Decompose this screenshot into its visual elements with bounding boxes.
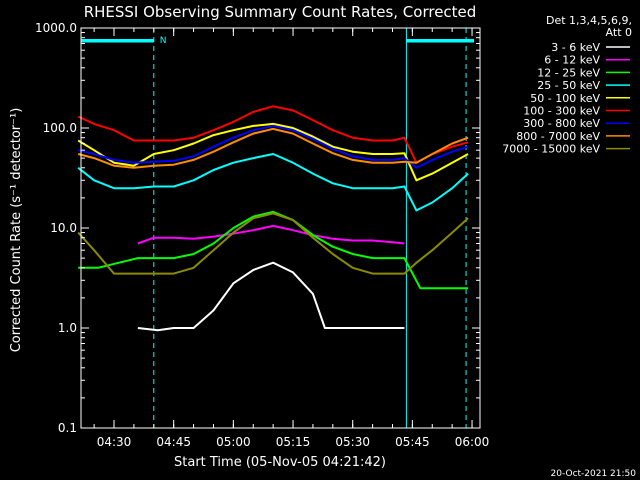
legend-label: 6 - 12 keV xyxy=(544,54,600,67)
footer-timestamp: 20-Oct-2021 21:50 xyxy=(551,469,637,479)
series-line-100-300-kev xyxy=(77,105,469,164)
chart-title: RHESSI Observing Summary Count Rates, Co… xyxy=(84,3,477,21)
night-bar xyxy=(81,39,154,43)
y-tick-label: 10.0 xyxy=(50,221,77,235)
legend-label: 12 - 25 keV xyxy=(537,66,600,79)
night-bars: N xyxy=(81,28,475,428)
y-tick-label: 1.0 xyxy=(58,321,77,335)
night-bar xyxy=(406,39,475,43)
legend-label: 7000 - 15000 keV xyxy=(502,143,600,156)
series-line-6-12-kev xyxy=(137,224,405,245)
legend-header-line: Att 0 xyxy=(606,26,632,39)
legend-label: 300 - 800 keV xyxy=(523,117,600,130)
series-line-3-6-kev xyxy=(137,261,405,332)
x-tick-label: 05:30 xyxy=(335,435,370,449)
x-tick-label: 05:00 xyxy=(216,435,251,449)
series-layer xyxy=(77,105,469,332)
legend-label: 25 - 50 keV xyxy=(537,79,600,92)
legend-label: 800 - 7000 keV xyxy=(516,130,600,143)
night-marker-label: N xyxy=(160,36,167,46)
y-axis-label: Corrected Count Rate (s⁻¹ detector⁻¹) xyxy=(9,108,24,353)
series-line-7000-15000-kev xyxy=(77,212,469,275)
y-tick-label: 100.0 xyxy=(43,121,77,135)
x-tick-label: 04:45 xyxy=(156,435,191,449)
axes-layer: 0.1 1.0 10.0 100.0 1000.0 04:30 04:45 05:00 05:1… xyxy=(35,21,489,449)
y-tick-label: 0.1 xyxy=(58,421,77,435)
series-line-25-50-kev xyxy=(77,153,469,212)
series-line-50-100-kev xyxy=(77,122,469,182)
x-axis-label: Start Time (05-Nov-05 04:21:42) xyxy=(174,455,386,470)
series-line-800-7000-kev xyxy=(77,127,469,169)
x-tick-label: 05:15 xyxy=(276,435,311,449)
x-tick-label: 04:30 xyxy=(97,435,132,449)
x-tick-label: 06:00 xyxy=(455,435,490,449)
legend-label: 50 - 100 keV xyxy=(530,92,600,105)
legend-label: 100 - 300 keV xyxy=(523,105,600,118)
y-tick-label: 1000.0 xyxy=(35,21,77,35)
x-tick-label: 05:45 xyxy=(395,435,430,449)
legend-label: 3 - 6 keV xyxy=(551,41,600,54)
legend-header-line: Det 1,3,4,5,6,9, xyxy=(546,14,632,27)
